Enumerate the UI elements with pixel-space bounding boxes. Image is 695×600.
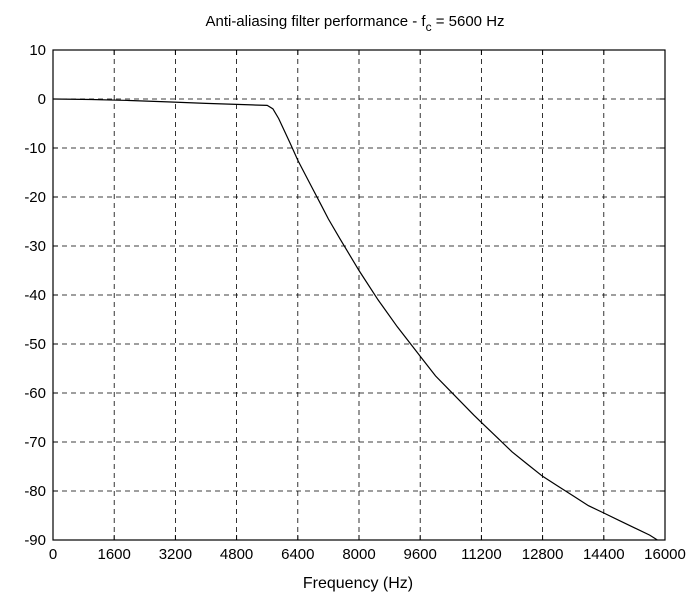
y-tick-label: -40 <box>24 287 46 304</box>
x-tick-label: 1600 <box>98 546 131 563</box>
x-tick-label: 14400 <box>583 546 625 563</box>
grid <box>53 50 665 540</box>
y-tick-label: -60 <box>24 385 46 402</box>
x-tick-label: 16000 <box>644 546 686 563</box>
y-axis: 10 0 -10 -20 -30 -40 -50 -60 -70 -80 -90 <box>24 42 665 549</box>
y-tick-label: -70 <box>24 434 46 451</box>
y-tick-label: -50 <box>24 336 46 353</box>
series-layer <box>52 98 658 541</box>
x-tick-label: 4800 <box>220 546 253 563</box>
x-tick-label: 3200 <box>159 546 192 563</box>
y-tick-label: -80 <box>24 483 46 500</box>
chart-title-symbol: f <box>421 13 426 30</box>
y-tick-label: -90 <box>24 532 46 549</box>
y-tick-label: -10 <box>24 140 46 157</box>
chart-title-suffix: = 5600 Hz <box>432 13 505 30</box>
chart-title-prefix: Anti-aliasing filter performance - <box>205 13 421 30</box>
x-tick-label: 9600 <box>404 546 437 563</box>
y-tick-label: 0 <box>38 91 46 108</box>
x-tick-label: 12800 <box>522 546 564 563</box>
chart-title-subscript: c <box>426 20 432 34</box>
y-tick-label: 10 <box>29 42 46 59</box>
x-tick-label: 8000 <box>342 546 375 563</box>
y-tick-label: -20 <box>24 189 46 206</box>
chart-title: Anti-aliasing filter performance - fc = … <box>205 13 504 34</box>
x-tick-label: 0 <box>49 546 57 563</box>
x-axis: 0 1600 3200 4800 6400 8000 9600 11200 12800 14400… <box>49 50 686 563</box>
series-line-filter-response <box>52 98 658 541</box>
x-axis-label: Frequency (Hz) <box>303 575 413 592</box>
y-tick-label: -30 <box>24 238 46 255</box>
x-tick-label: 11200 <box>461 546 502 563</box>
x-tick-label: 6400 <box>281 546 314 563</box>
